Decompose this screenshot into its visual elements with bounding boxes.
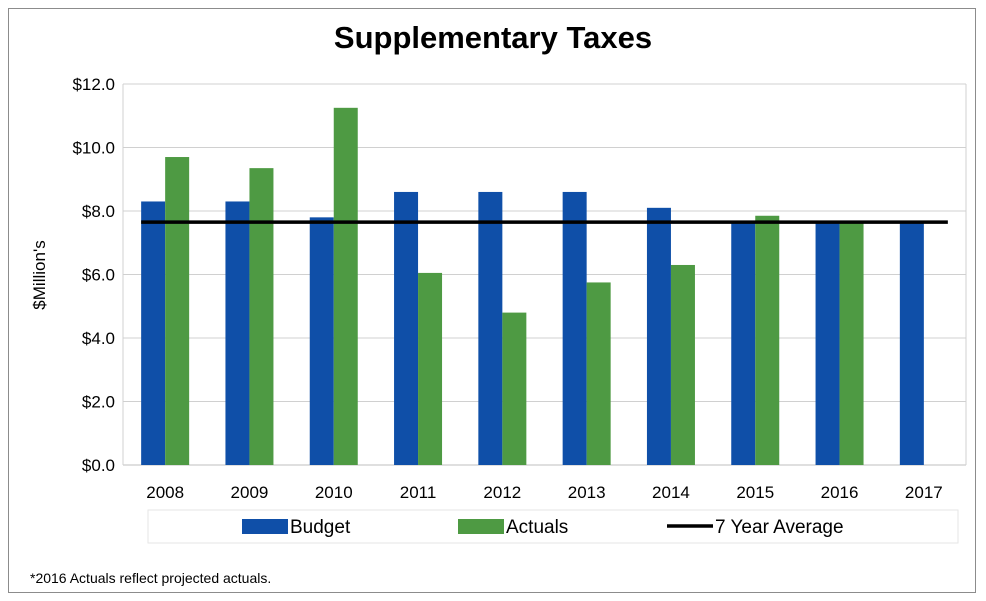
y-tick-label: $12.0 <box>72 75 115 94</box>
legend-swatch <box>242 519 288 534</box>
x-tick-label: 2010 <box>315 483 353 502</box>
bar-actuals-2012 <box>502 312 527 465</box>
bar-budget-2016 <box>815 220 840 465</box>
bar-budget-2012 <box>478 191 503 465</box>
bar-budget-2013 <box>562 191 587 465</box>
x-tick-label: 2009 <box>231 483 269 502</box>
x-tick-label: 2015 <box>736 483 774 502</box>
legend: Budget Actuals 7 Year Average <box>147 509 959 544</box>
bar-actuals-2010 <box>333 107 358 465</box>
y-tick-label: $0.0 <box>82 456 115 475</box>
y-tick-label: $2.0 <box>82 393 115 412</box>
bar-actuals-2008 <box>165 157 190 465</box>
y-axis-label: $Million's <box>30 240 49 309</box>
y-tick-label: $4.0 <box>82 329 115 348</box>
bar-actuals-2011 <box>418 272 443 465</box>
x-tick-label: 2017 <box>905 483 943 502</box>
x-tick-label: 2014 <box>652 483 690 502</box>
legend-label: 7 Year Average <box>715 517 844 538</box>
legend-label: Budget <box>290 517 351 538</box>
x-tick-label: 2008 <box>146 483 184 502</box>
bar-budget-2011 <box>394 191 419 465</box>
legend-swatch <box>458 519 504 534</box>
bar-budget-2008 <box>141 201 166 465</box>
bar-actuals-2016 <box>839 220 864 465</box>
bar-budget-2017 <box>899 220 924 465</box>
y-tick-label: $6.0 <box>82 266 115 285</box>
legend-label: Actuals <box>506 517 568 538</box>
footnote: *2016 Actuals reflect projected actuals. <box>30 570 272 586</box>
x-tick-label: 2012 <box>483 483 521 502</box>
bar-actuals-2014 <box>670 264 695 465</box>
bar-budget-2010 <box>309 217 334 465</box>
chart-title: Supplementary Taxes <box>333 20 653 55</box>
y-tick-labels: $0.0 $2.0 $4.0 $6.0 $8.0 $10.0 $12.0 <box>72 75 115 475</box>
bar-budget-2014 <box>646 207 671 465</box>
bar-actuals-2015 <box>755 215 780 465</box>
bar-budget-2015 <box>731 220 756 465</box>
x-tick-label: 2011 <box>400 483 437 502</box>
x-tick-label: 2016 <box>821 483 859 502</box>
bars <box>141 107 924 465</box>
x-tick-labels: 2008 2009 2010 2011 2012 2013 2014 2015 2016 2017 <box>146 483 943 502</box>
bar-actuals-2009 <box>249 168 274 465</box>
bar-actuals-2013 <box>586 282 611 465</box>
x-tick-label: 2013 <box>568 483 606 502</box>
y-tick-label: $8.0 <box>82 202 115 221</box>
y-tick-label: $10.0 <box>72 139 115 158</box>
bar-budget-2009 <box>225 201 250 465</box>
